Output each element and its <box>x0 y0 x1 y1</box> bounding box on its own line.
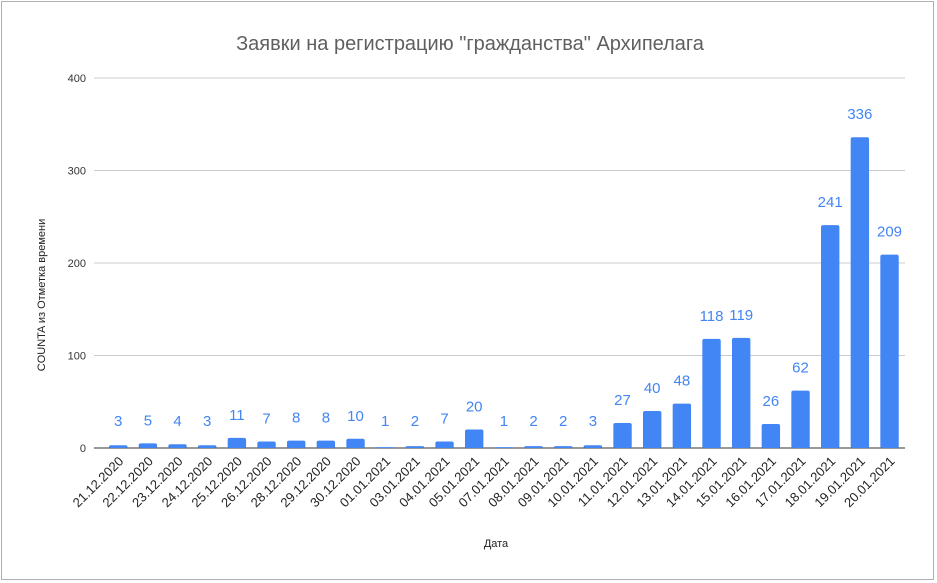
bar <box>376 447 395 448</box>
y-axis-ticks: 0 100 200 300 400 <box>68 73 86 455</box>
data-label: 1 <box>500 413 508 430</box>
bar <box>109 445 128 448</box>
bar <box>791 390 810 448</box>
bar <box>672 403 692 448</box>
bar <box>702 338 721 448</box>
data-label: 5 <box>144 412 152 429</box>
bar <box>257 441 276 448</box>
gridlines <box>94 77 905 449</box>
bar <box>227 437 247 448</box>
data-label: 2 <box>559 413 567 430</box>
bar <box>435 441 454 448</box>
y-tick-label: 400 <box>68 73 86 85</box>
data-label: 27 <box>614 392 631 409</box>
bar <box>316 440 336 448</box>
data-label: 3 <box>589 413 597 430</box>
bar <box>554 446 573 448</box>
bar <box>168 444 187 448</box>
data-label: 20 <box>466 399 483 416</box>
data-label: 336 <box>847 106 872 123</box>
y-tick-label: 200 <box>68 258 86 270</box>
data-label: 7 <box>262 411 270 428</box>
bar <box>138 443 158 448</box>
data-label: 209 <box>877 224 902 241</box>
data-label: 7 <box>440 411 448 428</box>
bar <box>613 423 632 448</box>
bar <box>524 446 543 448</box>
bar <box>405 446 425 448</box>
y-tick-label: 0 <box>80 443 86 455</box>
data-label: 2 <box>411 413 419 430</box>
data-label: 8 <box>292 410 300 427</box>
x-axis-ticks: 21.12.202022.12.202023.12.202024.12.2020… <box>70 454 898 511</box>
data-label: 11 <box>229 407 245 424</box>
data-label: 4 <box>173 413 181 430</box>
data-label: 2 <box>529 413 537 430</box>
data-label: 3 <box>203 413 211 430</box>
bar <box>287 440 306 448</box>
chart-title: Заявки на регистрацию "гражданства" Архи… <box>236 33 705 55</box>
data-label: 119 <box>729 307 753 324</box>
data-label: 62 <box>792 360 809 377</box>
data-label: 26 <box>763 393 780 410</box>
data-label: 118 <box>700 308 724 325</box>
data-label: 48 <box>674 373 691 390</box>
data-label: 40 <box>644 380 661 397</box>
bar <box>643 411 662 448</box>
bars <box>109 137 899 448</box>
bar <box>761 423 781 448</box>
data-label: 10 <box>347 408 364 425</box>
y-axis-label: COUNTA из Отметка времени <box>36 219 48 371</box>
y-tick-label: 300 <box>68 166 86 178</box>
bar <box>346 438 365 448</box>
data-label: 241 <box>818 194 843 211</box>
bar <box>732 337 751 448</box>
bar <box>198 445 217 448</box>
y-tick-label: 100 <box>68 351 86 363</box>
x-axis-label: Дата <box>484 538 509 550</box>
data-label: 1 <box>381 413 389 430</box>
bar <box>583 445 603 448</box>
data-label: 3 <box>114 413 122 430</box>
bar <box>465 429 484 448</box>
bar <box>880 254 899 448</box>
data-label: 8 <box>322 410 330 427</box>
bar <box>850 137 870 448</box>
bar <box>821 225 840 448</box>
bar <box>494 447 514 448</box>
